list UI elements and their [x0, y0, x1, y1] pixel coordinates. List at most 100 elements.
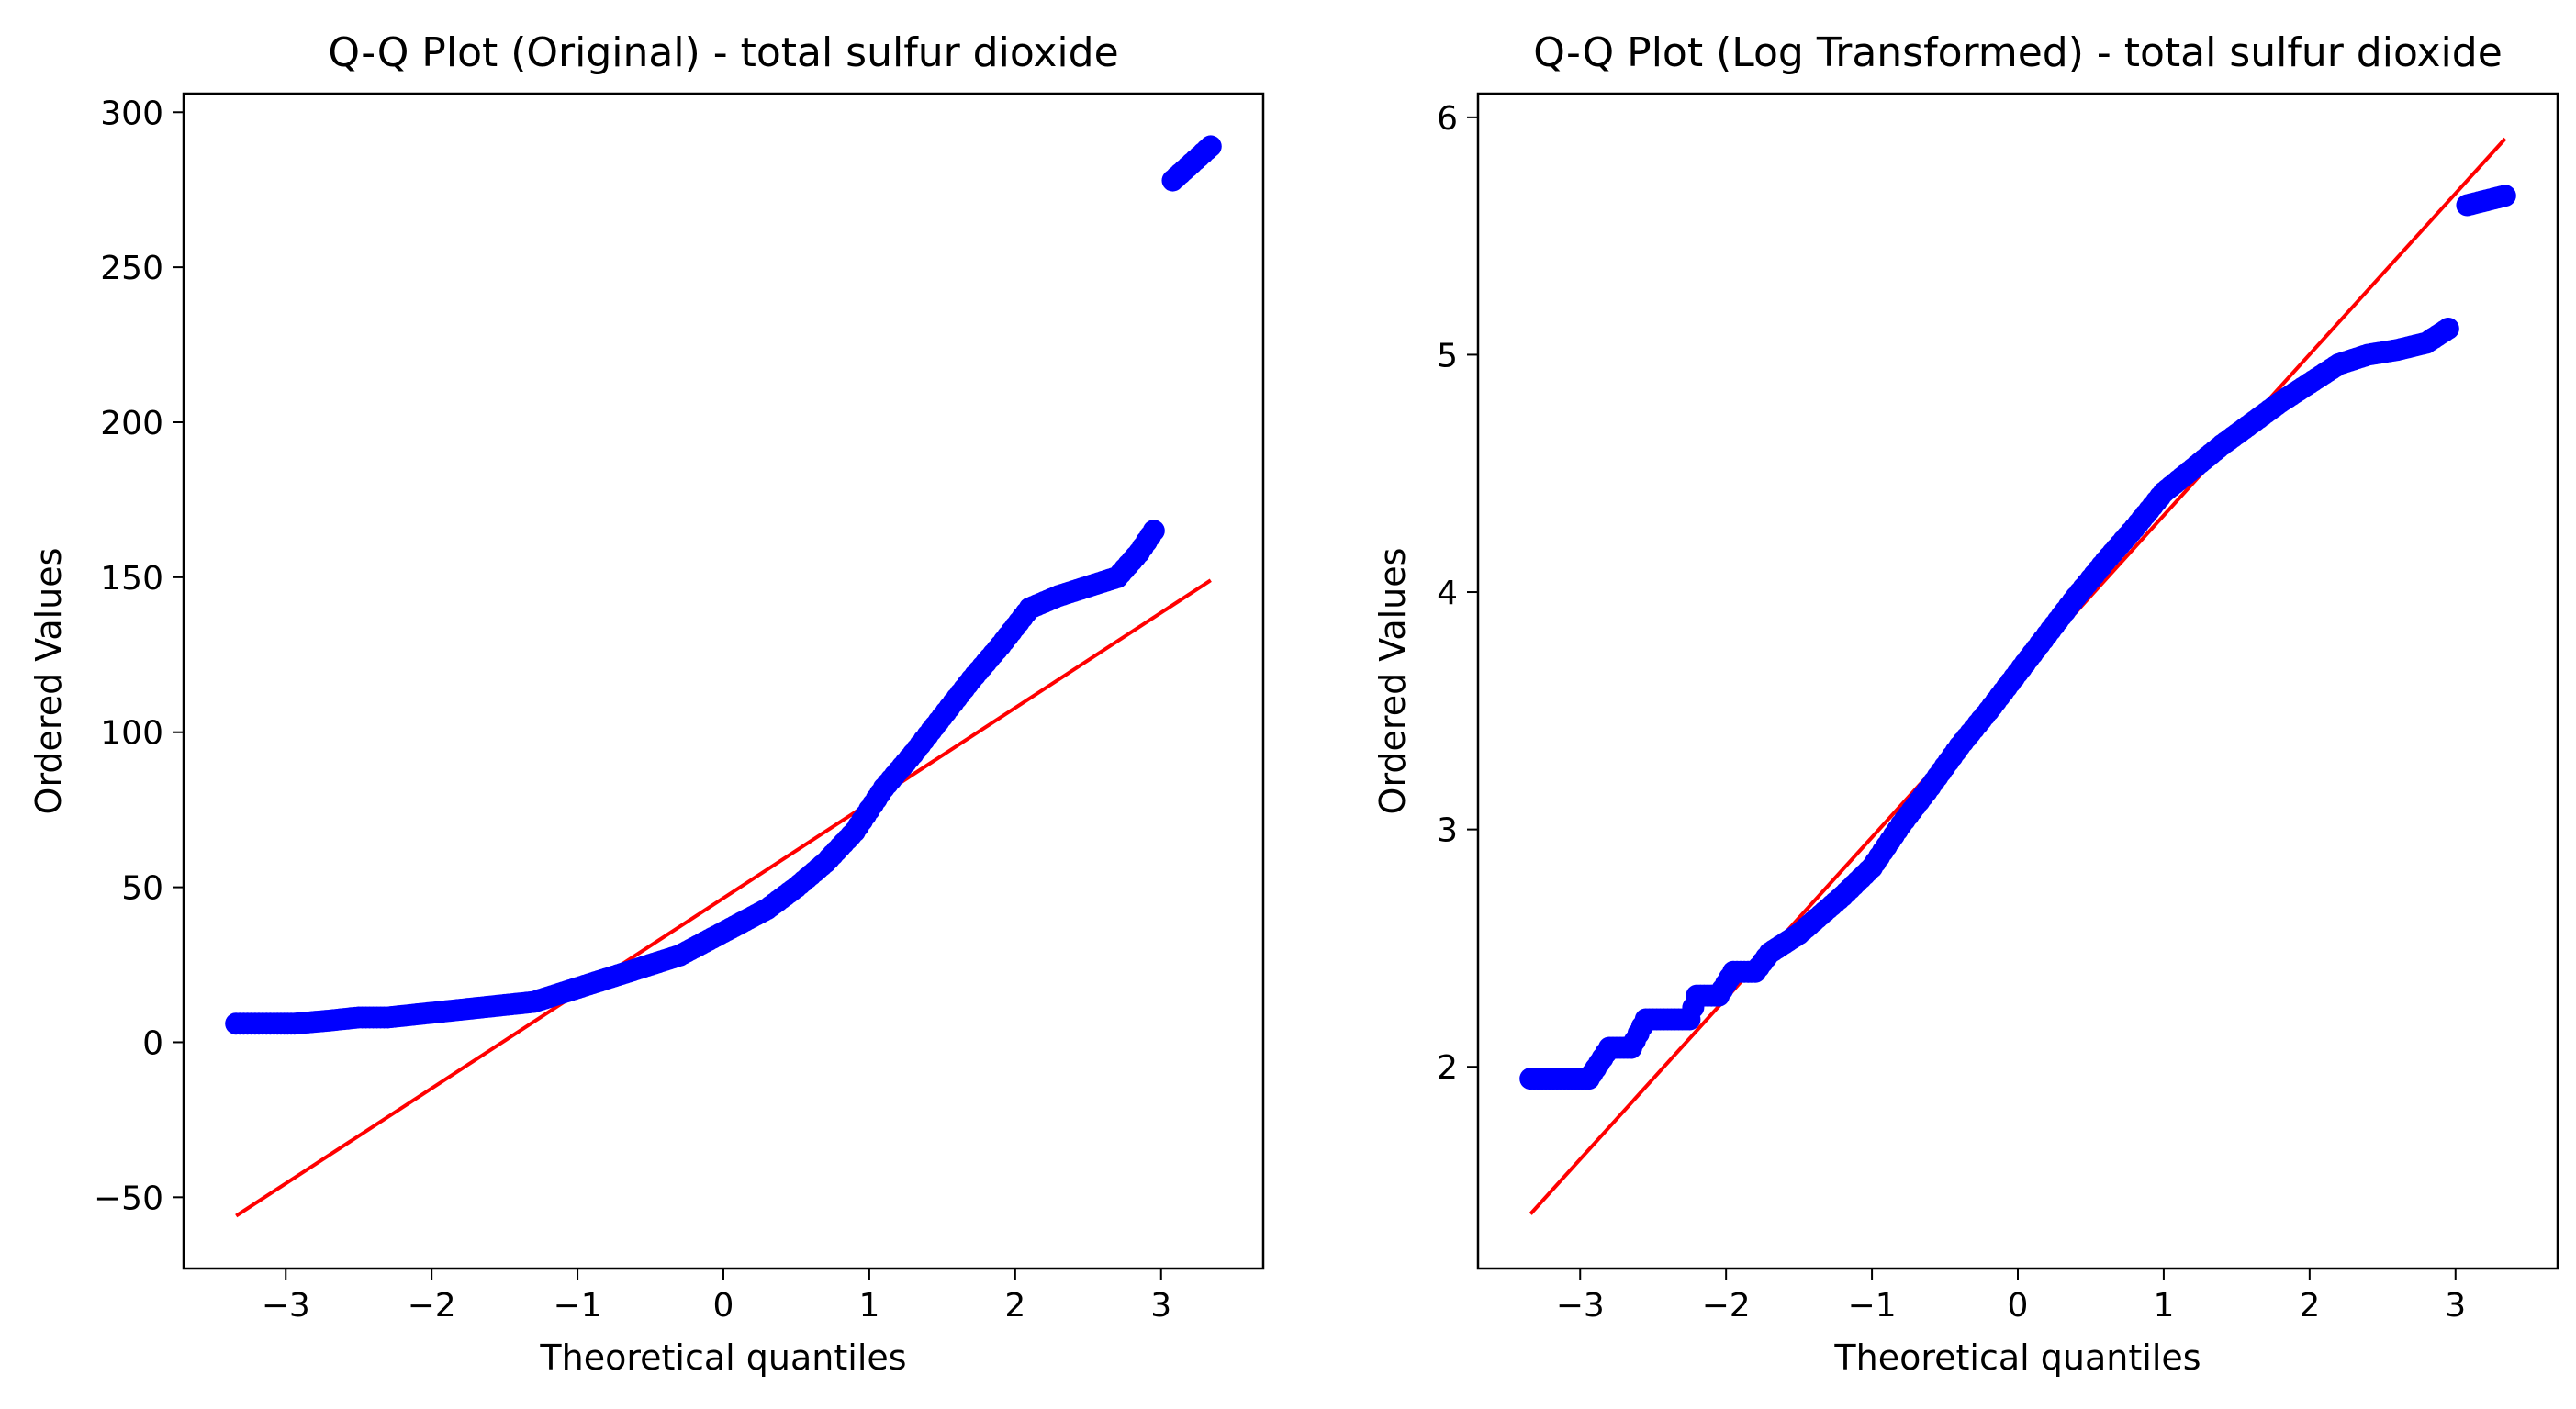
data-point	[1656, 1008, 1679, 1031]
reference-fit-line	[235, 578, 1212, 1218]
x-tick-label: 1	[858, 1287, 879, 1325]
data-point	[1861, 855, 1884, 878]
data-point	[522, 990, 545, 1013]
data-point	[580, 972, 603, 995]
data-point	[668, 944, 691, 967]
data-point	[2007, 661, 2029, 684]
data-point	[639, 954, 662, 977]
data-point	[1106, 565, 1129, 588]
y-axis-label: Ordered Values	[1372, 548, 1413, 815]
data-point	[283, 1012, 306, 1035]
data-point	[1577, 1068, 1600, 1090]
data-point	[726, 913, 749, 936]
x-tick-label: −1	[1848, 1287, 1897, 1325]
data-point	[1018, 597, 1041, 620]
y-axis-label: Ordered Values	[28, 548, 69, 815]
x-axis-ticks: −3 −2 −1 0 1 2 3	[1556, 1269, 2466, 1325]
y-tick-label: 0	[142, 1024, 163, 1062]
x-tick-label: 3	[1150, 1287, 1171, 1325]
data-point	[1127, 541, 1150, 564]
axes-frame	[1476, 92, 2559, 1270]
data-point	[1831, 885, 1854, 908]
data-point	[347, 1006, 370, 1029]
x-tick-label: 2	[1004, 1287, 1025, 1325]
data-point	[1519, 1068, 1542, 1090]
data-point	[1919, 776, 1942, 799]
data-point	[1889, 813, 1912, 836]
data-point	[698, 929, 721, 952]
y-tick-label: 4	[1437, 575, 1458, 612]
data-point	[785, 876, 808, 899]
data-point	[960, 668, 983, 691]
x-axis-label: Theoretical quantiles	[1833, 1337, 2201, 1378]
data-point	[1634, 1008, 1657, 1031]
data-point	[2414, 331, 2437, 354]
data-point	[2152, 481, 2175, 504]
axes-frame	[182, 92, 1265, 1270]
x-axis-ticks: −3 −2 −1 0 1 2 3	[262, 1269, 1171, 1325]
data-point	[1722, 960, 1745, 983]
y-axis-ticks: 2 3 4 5 6	[1437, 100, 1478, 1087]
x-tick-label: 0	[2008, 1287, 2029, 1325]
y-tick-label: 100	[100, 715, 163, 753]
y-tick-label: −50	[94, 1180, 163, 1217]
x-tick-label: −2	[1702, 1287, 1751, 1325]
data-point	[844, 820, 867, 843]
data-point	[1743, 960, 1766, 983]
x-tick-label: 2	[2299, 1287, 2320, 1325]
data-point	[1948, 735, 1971, 758]
plot-area	[225, 135, 1222, 1218]
y-tick-label: 250	[100, 250, 163, 287]
data-point	[814, 851, 837, 874]
data-point	[1598, 1036, 1621, 1059]
qq-plot-log-transformed-panel: Q-Q Plot (Log Transformed) - total sulfu…	[1372, 29, 2559, 1378]
data-point	[2456, 194, 2479, 217]
qq-plot-original-panel: Q-Q Plot (Original) - total sulfur dioxi…	[28, 29, 1265, 1378]
data-point	[2240, 412, 2263, 435]
data-point	[2493, 185, 2516, 207]
data-point	[610, 963, 633, 986]
y-tick-label: 150	[100, 560, 163, 598]
data-point	[2065, 586, 2088, 609]
data-point	[1977, 699, 2000, 722]
data-point	[1077, 575, 1100, 598]
data-point	[2035, 623, 2058, 646]
data-point	[2327, 352, 2350, 375]
data-point	[1047, 585, 1070, 608]
x-tick-label: 0	[713, 1287, 734, 1325]
x-tick-label: 1	[2153, 1287, 2174, 1325]
plot-title: Q-Q Plot (Original) - total sulfur dioxi…	[328, 29, 1118, 76]
data-point	[225, 1012, 248, 1035]
data-point	[1678, 1008, 1701, 1031]
data-point	[464, 997, 487, 1020]
data-point	[435, 1000, 458, 1023]
x-tick-label: −1	[554, 1287, 602, 1325]
x-tick-label: −3	[1556, 1287, 1605, 1325]
data-point	[1557, 1068, 1580, 1090]
data-point	[263, 1012, 286, 1035]
data-point	[552, 981, 575, 1004]
data-point	[989, 634, 1012, 657]
data-point	[1809, 903, 1832, 926]
data-point	[1787, 923, 1810, 945]
data-point	[2269, 391, 2292, 414]
plot-area	[1519, 137, 2516, 1215]
data-point	[2123, 517, 2146, 540]
data-point	[2386, 339, 2409, 362]
data-point	[2211, 433, 2234, 456]
y-tick-label: 50	[121, 870, 163, 908]
plot-title: Q-Q Plot (Log Transformed) - total sulfu…	[1533, 29, 2503, 76]
data-point	[1142, 520, 1165, 542]
x-tick-label: −3	[262, 1287, 310, 1325]
data-point	[2436, 318, 2459, 340]
data-point	[1619, 1036, 1642, 1059]
data-point	[493, 993, 516, 1016]
y-axis-ticks: −50 0 50 100 150 200 250 300	[94, 95, 184, 1217]
data-point	[872, 777, 895, 800]
data-point	[1199, 135, 1222, 158]
data-point	[2298, 372, 2321, 395]
y-tick-label: 3	[1437, 812, 1458, 850]
data-point	[1686, 984, 1708, 1007]
